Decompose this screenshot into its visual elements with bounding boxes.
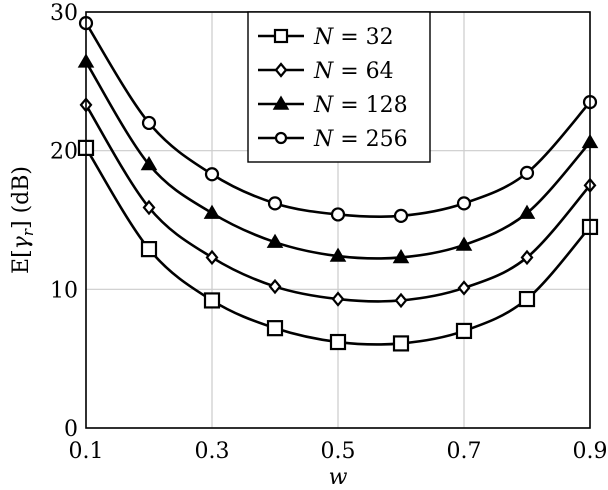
circle-marker-icon <box>204 167 220 182</box>
y-axis-label: E[γr] (dB) <box>9 166 37 274</box>
series-line <box>79 97 597 309</box>
legend-label: N = 256 <box>313 127 408 152</box>
x-tick-label: 0.5 <box>321 439 356 464</box>
triangle-marker-icon <box>392 248 410 264</box>
triangle-marker-icon <box>455 236 473 251</box>
triangle-marker-icon <box>329 247 347 262</box>
square-marker-icon <box>266 320 284 337</box>
diamond-marker-icon <box>394 292 408 309</box>
triangle-marker-icon <box>140 156 158 171</box>
diamond-marker-icon <box>457 280 471 296</box>
legend: N = 32 N = 64 N = 128 N = 256 <box>247 11 431 163</box>
square-marker-icon <box>455 322 473 340</box>
tick-labels: 0.1 0.3 0.5 0.7 0.9 0 10 20 30 <box>50 1 608 464</box>
circle-marker-icon <box>267 196 283 211</box>
square-marker-icon <box>203 292 221 309</box>
triangle-marker-icon <box>266 233 284 248</box>
circle-marker-icon <box>393 208 409 223</box>
square-marker-icon <box>329 333 347 351</box>
diamond-marker-icon <box>205 249 219 266</box>
circle-marker-icon <box>330 207 346 222</box>
circle-marker-icon <box>274 131 288 145</box>
series-line <box>78 15 598 223</box>
y-tick-label: 0 <box>64 417 78 442</box>
y-tick-label: 10 <box>50 278 78 303</box>
triangle-marker-icon <box>203 204 221 219</box>
x-tick-label: 0.9 <box>573 439 608 464</box>
legend-label: N = 32 <box>313 25 394 50</box>
square-marker-icon <box>518 290 536 308</box>
diamond-marker-icon <box>331 291 345 307</box>
y-tick-label: 20 <box>50 140 78 165</box>
legend-label: N = 128 <box>313 93 408 118</box>
square-marker-icon <box>392 335 410 352</box>
diamond-marker-icon <box>268 278 282 295</box>
diamond-marker-icon <box>142 199 156 216</box>
legend-label: N = 64 <box>313 59 394 84</box>
diamond-marker-icon <box>520 249 534 266</box>
y-tick-label: 30 <box>50 1 78 26</box>
x-axis-label: w <box>329 465 348 490</box>
square-marker-icon <box>273 28 289 44</box>
square-marker-icon <box>140 241 158 258</box>
triangle-marker-icon <box>272 95 290 110</box>
x-tick-label: 0.1 <box>69 439 104 464</box>
diamond-marker-icon <box>274 62 288 78</box>
circle-marker-icon <box>456 196 472 211</box>
circle-marker-icon <box>519 165 535 180</box>
circle-marker-icon <box>141 115 157 131</box>
triangle-marker-icon <box>518 204 536 219</box>
x-tick-label: 0.7 <box>447 439 482 464</box>
x-tick-label: 0.3 <box>195 439 230 464</box>
